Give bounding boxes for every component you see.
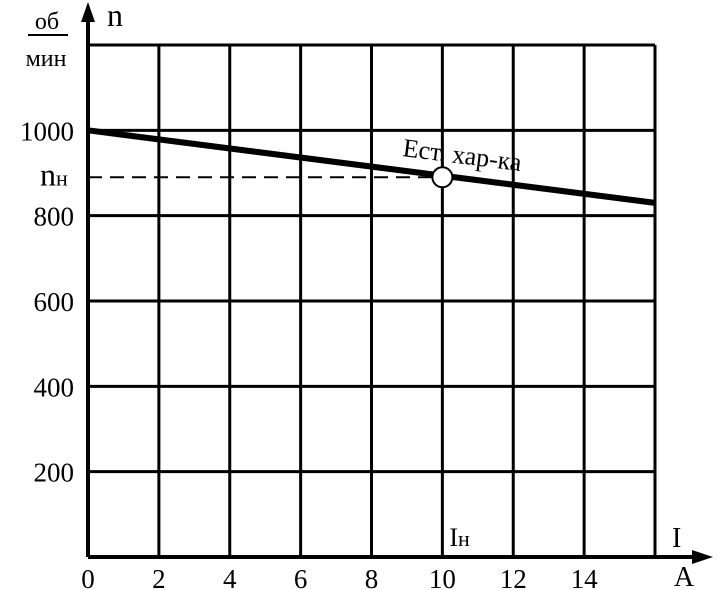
y-tick-label: 400 [34,372,75,402]
series-layer [87,127,656,206]
y-tick-label: 1000 [20,116,74,146]
x-tick-label: 2 [152,564,166,590]
y-tick-label: 200 [34,458,75,488]
series-line-0 [87,127,656,206]
x-tick-label: 8 [365,564,379,590]
x-tick-label: 0 [81,564,95,590]
y-tick-label: 800 [34,202,75,232]
x-tick-label: 6 [294,564,308,590]
rated-current-label: Iн [449,523,470,552]
x-axis-name: I [672,523,681,554]
grid [88,43,657,557]
x-tick-label: 14 [571,564,599,590]
y-tick-label: 600 [34,287,75,317]
x-tick-label: 10 [429,564,456,590]
y-unit-numerator: об [35,9,59,35]
rated-point-marker [431,166,454,189]
y-axis-arrow-icon [81,2,95,22]
tick-labels: 0 2 4 6 8 10 12 14 200 400 600 800 1000 [20,116,598,590]
x-axis-unit: A [674,562,695,590]
y-unit-denominator: мин [26,46,67,72]
rated-speed-label: nн [40,156,68,192]
rated-guides [88,176,444,557]
axes [81,2,713,564]
x-tick-label: 12 [500,564,527,590]
x-tick-label: 4 [223,564,237,590]
x-axis-arrow-icon [692,550,713,564]
y-axis-name: n [107,0,123,33]
